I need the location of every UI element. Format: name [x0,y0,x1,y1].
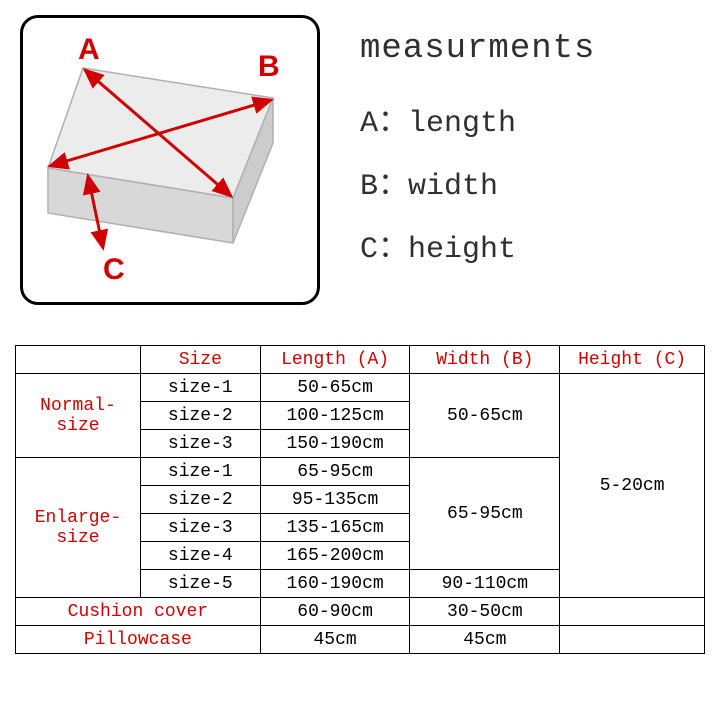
cell-length: 100-125cm [260,402,410,430]
cell-length: 45cm [260,626,410,654]
label-C: C [103,253,125,287]
label-B: B [258,50,280,84]
table-row: Cushion cover 60-90cm 30-50cm [16,598,705,626]
cell-width: 50-65cm [410,374,560,458]
row-cushion-cover: Cushion cover [16,598,261,626]
cell-size: size-5 [140,570,260,598]
table-header-row: Size Length (A) Width (B) Height (C) [16,346,705,374]
legend-line-A: A：length [360,96,595,141]
cell-length: 160-190cm [260,570,410,598]
cell-length: 150-190cm [260,430,410,458]
cell-length: 165-200cm [260,542,410,570]
cushion-diagram: A B C [20,15,320,305]
cell-size: size-2 [140,402,260,430]
cell-width: 65-95cm [410,458,560,570]
row-pillowcase: Pillowcase [16,626,261,654]
cell-length: 135-165cm [260,514,410,542]
legend: measurments A：length B：width C：height [360,15,595,285]
cell-width: 30-50cm [410,598,560,626]
group-enlarge: Enlarge-size [16,458,141,598]
cell-height: 5-20cm [560,374,705,598]
cell-width: 90-110cm [410,570,560,598]
cell-length: 50-65cm [260,374,410,402]
cell-length: 60-90cm [260,598,410,626]
th-height: Height (C) [560,346,705,374]
th-width: Width (B) [410,346,560,374]
group-normal: Normal-size [16,374,141,458]
th-size: Size [140,346,260,374]
cell-size: size-1 [140,458,260,486]
cell-size: size-2 [140,486,260,514]
size-table: Size Length (A) Width (B) Height (C) Nor… [15,345,705,654]
legend-line-B: B：width [360,159,595,204]
cell-size: size-1 [140,374,260,402]
table-row: Normal-size size-1 50-65cm 50-65cm 5-20c… [16,374,705,402]
th-length: Length (A) [260,346,410,374]
label-A: A [78,33,100,67]
cell-width: 45cm [410,626,560,654]
table-row: Pillowcase 45cm 45cm [16,626,705,654]
cell-size: size-3 [140,514,260,542]
legend-title: measurments [360,30,595,68]
cell-length: 95-135cm [260,486,410,514]
cell-size: size-4 [140,542,260,570]
cell-size: size-3 [140,430,260,458]
legend-line-C: C：height [360,222,595,267]
cell-length: 65-95cm [260,458,410,486]
